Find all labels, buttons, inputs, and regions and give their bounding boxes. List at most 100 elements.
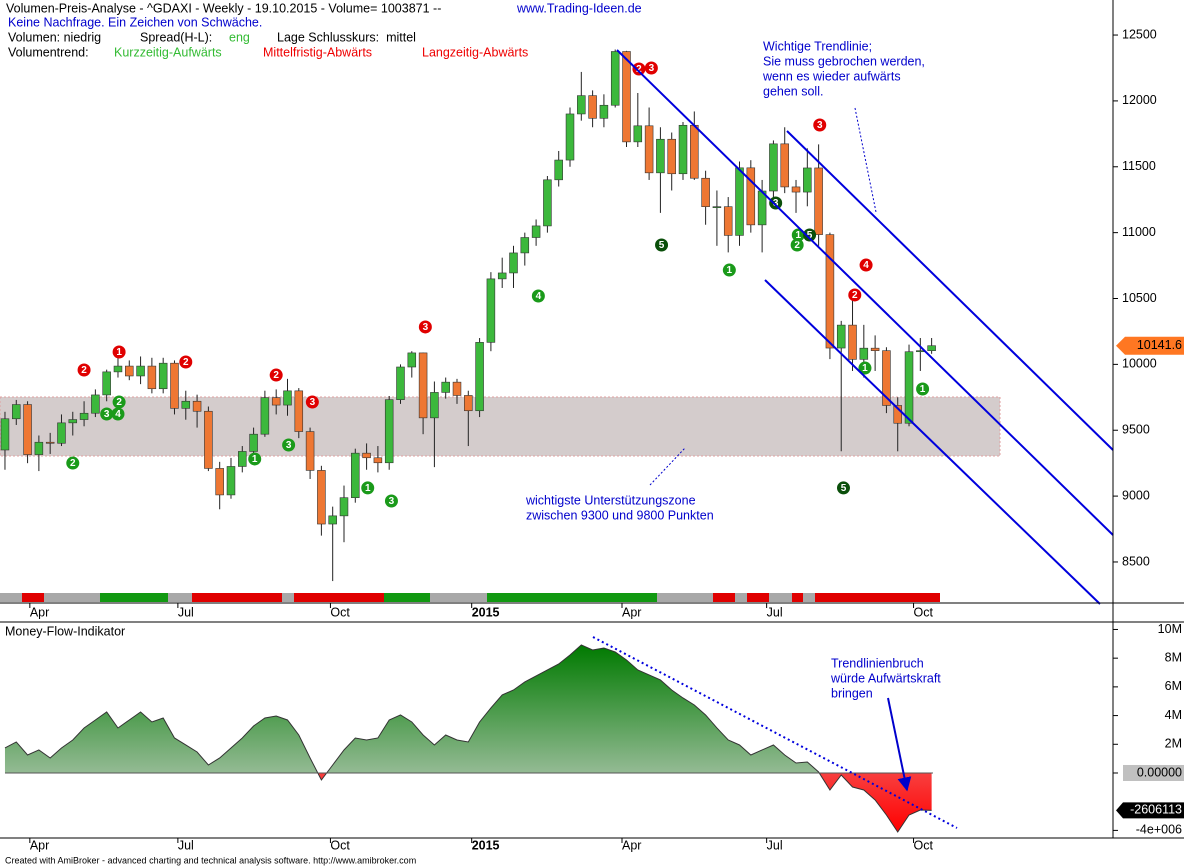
y-tick-label: 12000 — [1122, 93, 1157, 107]
x-tick-label: Apr — [30, 605, 49, 619]
signal-label: 1 — [365, 483, 371, 494]
candle-body — [305, 431, 315, 471]
status-text: Spread(H-L): — [140, 30, 212, 44]
candle-body — [543, 179, 552, 227]
signal — [361, 481, 375, 495]
status-text: Langzeitig-Abwärts — [422, 45, 528, 59]
candle-body — [769, 143, 778, 192]
candle-body — [260, 397, 270, 435]
x-tick-label: Jul — [178, 605, 194, 619]
candle-body — [238, 451, 247, 467]
signal-label: 5 — [841, 483, 847, 494]
candle-body — [554, 159, 563, 181]
money-flow-line — [4, 644, 932, 833]
candle-body — [418, 352, 428, 419]
candle-body — [610, 51, 620, 106]
last-value-label: -2606113 — [1130, 803, 1182, 817]
signal-label: 1 — [920, 384, 926, 395]
trendline — [592, 636, 958, 829]
candle-body — [34, 441, 44, 455]
candle-body — [204, 410, 213, 469]
status-segment — [815, 593, 940, 602]
y-tick-label: 11000 — [1122, 225, 1156, 239]
signal-label: 4 — [536, 291, 542, 302]
status-text: Mittelfristig-Abwärts — [263, 45, 372, 59]
candle-body — [226, 466, 236, 496]
status-text: Volumentrend: — [8, 45, 89, 59]
candle-body — [158, 362, 168, 390]
y-tick-label: -4e+006 — [1136, 823, 1182, 837]
arrow — [887, 697, 912, 792]
signal — [655, 238, 669, 252]
area-positive — [4, 644, 820, 773]
candle-body — [644, 125, 654, 174]
signal — [269, 368, 283, 382]
signal-label: 2 — [636, 64, 642, 75]
candle-body — [531, 225, 541, 238]
signal — [418, 320, 432, 334]
x-tick-label: 2015 — [472, 838, 500, 852]
x-tick-label: 2015 — [472, 605, 500, 619]
candle-body — [656, 138, 665, 174]
x-tick-label: Oct — [330, 605, 350, 619]
candle-body — [791, 186, 801, 193]
candle-body — [927, 345, 936, 351]
candle-body — [68, 419, 78, 424]
y-tick-label: 10500 — [1122, 291, 1157, 305]
price-pane: 8500900095001000010500110001150012000125… — [0, 27, 1184, 619]
signal — [282, 438, 296, 452]
signal — [632, 62, 646, 76]
signal — [916, 382, 930, 396]
x-tick-label: Jul — [178, 838, 194, 852]
signal — [859, 258, 873, 272]
status-text: Kurzzeitig-Aufwärts — [114, 45, 222, 59]
candle-body — [701, 177, 710, 207]
candle-body — [271, 397, 281, 406]
candle-body — [486, 278, 496, 343]
candle-body — [181, 400, 191, 409]
y-tick-label: 2M — [1165, 737, 1182, 751]
candle-body — [441, 381, 450, 393]
signal-label: 3 — [310, 397, 316, 408]
zero-label-box — [1123, 764, 1184, 781]
signal — [305, 395, 319, 409]
annotation: gehen soll. — [763, 84, 823, 98]
subtitle: Keine Nachfrage. Ein Zeichen von Schwäch… — [8, 15, 262, 29]
signal — [722, 263, 736, 277]
candle-body — [803, 167, 812, 193]
signal-label: 5 — [807, 230, 813, 241]
signal — [100, 407, 114, 421]
candle-body — [622, 51, 631, 143]
candle-body — [565, 113, 575, 161]
y-tick-label: 8500 — [1122, 554, 1150, 568]
signal — [112, 395, 126, 409]
signal — [813, 118, 827, 132]
candle-body — [723, 206, 733, 236]
signal-label: 2 — [81, 365, 87, 376]
signal-label: 3 — [423, 322, 429, 333]
candle-body — [588, 95, 597, 119]
trendline — [764, 279, 1101, 605]
candle-body — [780, 143, 789, 188]
status-segment — [747, 593, 769, 602]
signal-label: 1 — [252, 454, 258, 465]
candle-body — [757, 190, 767, 226]
signal — [77, 363, 91, 377]
y-tick-label: 8M — [1165, 650, 1182, 664]
signal — [66, 456, 80, 470]
candle-body — [328, 515, 337, 525]
annotation: würde Aufwärtskraft — [830, 671, 941, 685]
candle-body — [882, 350, 891, 406]
status-segment — [713, 593, 735, 602]
y-tick-label: 11500 — [1122, 159, 1156, 173]
candle-body — [475, 342, 484, 412]
status-text: Volumen: niedrig — [8, 30, 101, 44]
candle-body — [351, 452, 360, 498]
signal-label: 3 — [286, 440, 292, 451]
signal-label: 5 — [659, 240, 665, 251]
candle-body — [916, 350, 925, 353]
annotation: Sie muss gebrochen werden, — [763, 54, 925, 68]
candle-body — [79, 412, 89, 420]
support-zone — [0, 396, 1001, 457]
